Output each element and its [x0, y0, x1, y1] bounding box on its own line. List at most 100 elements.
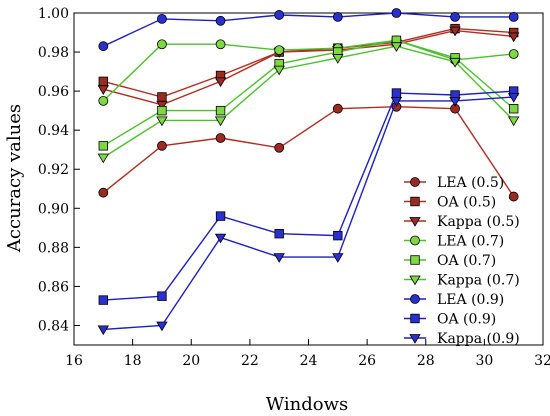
legend-label: OA (0.9)	[437, 312, 496, 328]
series-kappa-0-7	[97, 42, 520, 164]
data-point-triangle-down	[507, 93, 520, 103]
data-point-triangle-down	[97, 325, 110, 336]
y-tick-label: 0.86	[38, 279, 69, 295]
y-tick-label: 1.00	[38, 6, 69, 22]
data-point-triangle-down	[449, 96, 461, 107]
legend-label: Kappa (0.5)	[437, 214, 520, 230]
data-point-circle	[508, 12, 519, 22]
data-point-triangle-down	[97, 85, 110, 95]
data-point-triangle-down	[390, 42, 403, 52]
data-point-square	[157, 105, 167, 116]
legend-label: OA (0.7)	[437, 253, 496, 269]
data-point-circle	[332, 103, 343, 114]
series-lea-0-9	[98, 8, 519, 52]
data-point-square	[391, 88, 402, 98]
data-point-circle	[98, 41, 109, 52]
data-point-circle	[508, 191, 519, 202]
data-point-triangle-down	[507, 32, 520, 43]
data-point-circle	[215, 133, 226, 143]
y-tick-label: 0.84	[38, 318, 69, 334]
series-line	[103, 96, 514, 331]
series-oa-0-9	[98, 86, 519, 305]
data-point-circle	[157, 13, 167, 24]
data-point-circle	[450, 12, 460, 22]
legend-label: LEA (0.5)	[437, 175, 504, 191]
data-point-square	[157, 92, 167, 102]
legend: LEA (0.5) OA (0.5) Kappa (0.5) LEA (0.7) OA …	[404, 175, 520, 347]
data-point-triangle-down	[390, 96, 403, 107]
data-point-triangle-down	[449, 57, 461, 68]
x-tick-label: 32	[534, 353, 550, 369]
data-point-circle	[215, 39, 226, 50]
data-point-circle	[332, 12, 343, 22]
legend-marker-circle	[410, 177, 420, 187]
data-point-square	[98, 76, 109, 87]
data-point-square	[508, 103, 519, 114]
data-point-circle	[157, 140, 167, 151]
legend-marker-triangle-down	[409, 334, 421, 344]
series-line	[103, 27, 514, 98]
x-tick-label: 24	[300, 353, 318, 369]
y-axis-label: Accuracy values	[4, 104, 25, 253]
legend-marker-square	[410, 196, 420, 207]
data-point-square	[98, 295, 109, 305]
legend-label: OA (0.5)	[437, 195, 496, 211]
x-axis-label: Windows	[266, 394, 349, 415]
x-tick-label: 22	[241, 353, 259, 369]
data-point-circle	[215, 15, 226, 26]
y-tick-label: 0.96	[38, 84, 69, 100]
data-point-square	[333, 230, 343, 241]
series-kappa-0-9	[97, 93, 520, 336]
data-point-triangle-down	[156, 116, 168, 127]
legend-label: Kappa (0.9)	[437, 331, 520, 347]
legend-marker-triangle-down	[409, 275, 421, 286]
y-tick-label: 0.94	[38, 123, 69, 139]
data-point-circle	[274, 45, 285, 56]
series-lea-0-5	[98, 101, 519, 202]
x-tick-label: 30	[475, 353, 493, 369]
x-tick-label: 20	[182, 353, 200, 369]
data-point-triangle-down	[332, 253, 344, 263]
series-line	[102, 39, 514, 102]
x-tick-label: 28	[417, 353, 435, 369]
series-line	[103, 90, 514, 301]
data-point-triangle-down	[214, 116, 227, 127]
data-point-circle	[508, 49, 519, 59]
y-tick-label: 0.88	[38, 240, 69, 256]
y-tick-label: 0.92	[38, 162, 69, 178]
data-point-triangle-down	[97, 153, 110, 164]
legend-marker-triangle-down	[409, 217, 421, 227]
legend-marker-circle	[410, 235, 420, 246]
legend-label: LEA (0.9)	[437, 292, 504, 308]
series-layer	[97, 8, 520, 336]
y-tick-label: 0.90	[38, 201, 69, 217]
data-point-triangle-down	[156, 321, 168, 332]
legend-marker-square	[410, 313, 420, 324]
data-point-square	[157, 291, 167, 301]
data-point-circle	[274, 142, 285, 153]
series-line	[102, 39, 515, 147]
legend-marker-circle	[410, 294, 420, 304]
legend-label: LEA (0.7)	[437, 234, 504, 250]
data-point-circle	[157, 39, 167, 50]
data-point-circle	[98, 95, 109, 106]
data-point-square	[215, 211, 226, 221]
legend-marker-square	[410, 255, 420, 265]
data-point-circle	[274, 10, 285, 20]
data-point-triangle-down	[332, 54, 344, 64]
x-tick-label: 18	[124, 353, 142, 369]
series-oa-0-7	[98, 35, 519, 151]
series-line	[103, 12, 514, 47]
data-point-circle	[98, 187, 109, 198]
data-point-triangle-down	[156, 100, 168, 111]
data-point-triangle-down	[214, 233, 227, 244]
axes: 16 18 20 22 24 26 28 30 32 0.84 0.86 0.88 0.90 0.92 0.…	[38, 6, 550, 369]
data-point-square	[274, 228, 284, 239]
data-point-triangle-down	[449, 26, 461, 37]
data-point-triangle-down	[507, 116, 520, 127]
data-point-circle	[391, 8, 402, 18]
y-tick-label: 0.98	[38, 45, 69, 61]
x-tick-label: 26	[358, 353, 376, 369]
data-point-square	[98, 141, 109, 151]
